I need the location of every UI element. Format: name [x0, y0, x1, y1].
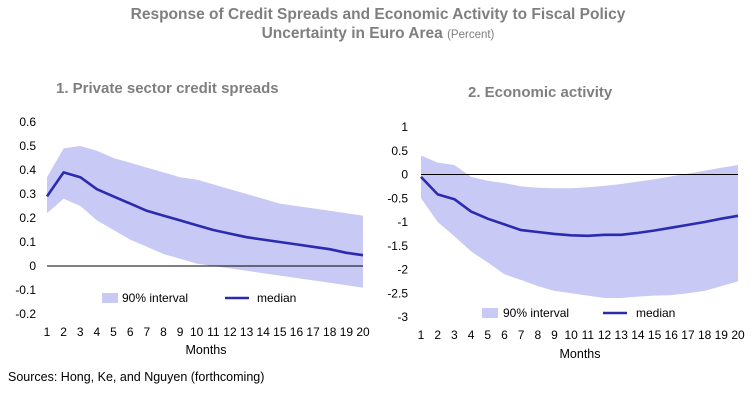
panel2-x-tick-label: 12 — [598, 328, 612, 342]
panel1-title: 1. Private sector credit spreads — [56, 80, 279, 97]
panel1-x-tick-label: 13 — [240, 325, 254, 339]
panel1-y-tick-label: 0.3 — [19, 187, 36, 201]
panel2-y-tick-label: -3 — [397, 310, 408, 324]
panel2-y-tick-label: 0 — [401, 168, 408, 182]
panel2-y-tick-label: -1.5 — [387, 239, 408, 253]
panel1-x-axis-label: Months — [186, 343, 227, 357]
panel1-x-tick-label: 8 — [160, 325, 167, 339]
panel2-x-axis-label: Months — [560, 347, 601, 361]
panel1-x-tick-label: 10 — [190, 325, 204, 339]
panel1-x-tick-label: 1 — [44, 325, 51, 339]
panel1-median-line — [45, 171, 364, 257]
panel2-x-tick-label: 9 — [551, 328, 558, 342]
panel2-y-tick-label: -1 — [397, 215, 408, 229]
panel2-median-line — [420, 176, 739, 238]
chart-title-unit: (Percent) — [447, 29, 495, 41]
panel2-x-tick-label: 13 — [615, 328, 629, 342]
panel1-legend-median-label: median — [257, 291, 296, 305]
panel1-y-tick-label: 0.5 — [19, 139, 36, 153]
panel1-legend-band-swatch — [102, 293, 118, 303]
panel1-x-tick-label: 18 — [323, 325, 337, 339]
panel2-title: 2. Economic activity — [468, 84, 613, 101]
panel1-x-tick-label: 6 — [127, 325, 134, 339]
panel1-y-tick-label: 0.2 — [19, 211, 36, 225]
panel1-y-tick-label: 0.6 — [19, 115, 36, 129]
panel2-x-tick-label: 8 — [534, 328, 541, 342]
panel2-x-tick-label: 16 — [665, 328, 679, 342]
panel2-x-tick-label: 15 — [648, 328, 662, 342]
panel2-x-tick-label: 3 — [451, 328, 458, 342]
panel1-x-tick-label: 12 — [223, 325, 237, 339]
panel1-x-tick-label: 5 — [110, 325, 117, 339]
panel1-x-tick-label: 20 — [356, 325, 370, 339]
panel1-x-tick-label: 16 — [290, 325, 304, 339]
panel2-x-tick-label: 14 — [631, 328, 645, 342]
panel1-x-tick-label: 4 — [94, 325, 101, 339]
panel1-y-tick-label: 0.1 — [19, 235, 36, 249]
panel1-x-tick-label: 9 — [177, 325, 184, 339]
panel1-x-tick-label: 2 — [60, 325, 67, 339]
panel1-x-tick-label: 17 — [306, 325, 320, 339]
panel1-x-tick-label: 14 — [257, 325, 271, 339]
chart-title-line1: Response of Credit Spreads and Economic … — [130, 6, 626, 23]
panel2-x-tick-label: 18 — [698, 328, 712, 342]
panel1-interval-band — [47, 146, 363, 288]
panel1-y-tick-label: -0.2 — [15, 307, 36, 321]
chart-title-line2-text: Uncertainty in Euro Area — [261, 25, 443, 42]
panel2-x-tick-label: 19 — [715, 328, 729, 342]
panel1-x-tick-label: 7 — [143, 325, 150, 339]
panel2-x-tick-label: 5 — [484, 328, 491, 342]
panel2-x-tick-label: 17 — [681, 328, 695, 342]
panel2-legend-band-swatch — [482, 308, 498, 318]
panel2-x-tick-label: 10 — [564, 328, 578, 342]
panel2-x-tick-label: 6 — [501, 328, 508, 342]
panel2-y-tick-label: 1 — [401, 120, 408, 134]
panel1-x-tick-label: 19 — [340, 325, 354, 339]
panel2-x-tick-label: 11 — [582, 328, 595, 342]
panel2-y-tick-label: -2.5 — [387, 286, 408, 300]
panel1-x-tick-label: 11 — [207, 325, 220, 339]
panel2-x-tick-label: 1 — [418, 328, 425, 342]
panel2-x-tick-label: 2 — [434, 328, 441, 342]
panel2-y-tick-label: 0.5 — [391, 144, 408, 158]
panel2-x-tick-label: 7 — [518, 328, 525, 342]
source-note: Sources: Hong, Ke, and Nguyen (forthcomi… — [8, 370, 265, 384]
panel1-legend-band-label: 90% interval — [122, 291, 188, 305]
panel2-legend-median-label: median — [636, 306, 675, 320]
panel1-y-tick-label: 0 — [29, 259, 36, 273]
panel2-y-tick-label: -2 — [397, 263, 408, 277]
panel1-y-tick-label: 0.4 — [19, 163, 36, 177]
panel2-x-tick-label: 4 — [468, 328, 475, 342]
panel2-y-tick-label: -0.5 — [387, 191, 408, 205]
panel1-x-tick-label: 3 — [77, 325, 84, 339]
panel2-interval-band — [421, 155, 738, 298]
panel2-legend-band-label: 90% interval — [503, 306, 569, 320]
panel1-y-tick-label: -0.1 — [15, 283, 36, 297]
chart-title-line2: Uncertainty in Euro Area (Percent) — [0, 25, 756, 43]
panel2-x-tick-label: 20 — [731, 328, 745, 342]
panel1-x-tick-label: 15 — [273, 325, 287, 339]
